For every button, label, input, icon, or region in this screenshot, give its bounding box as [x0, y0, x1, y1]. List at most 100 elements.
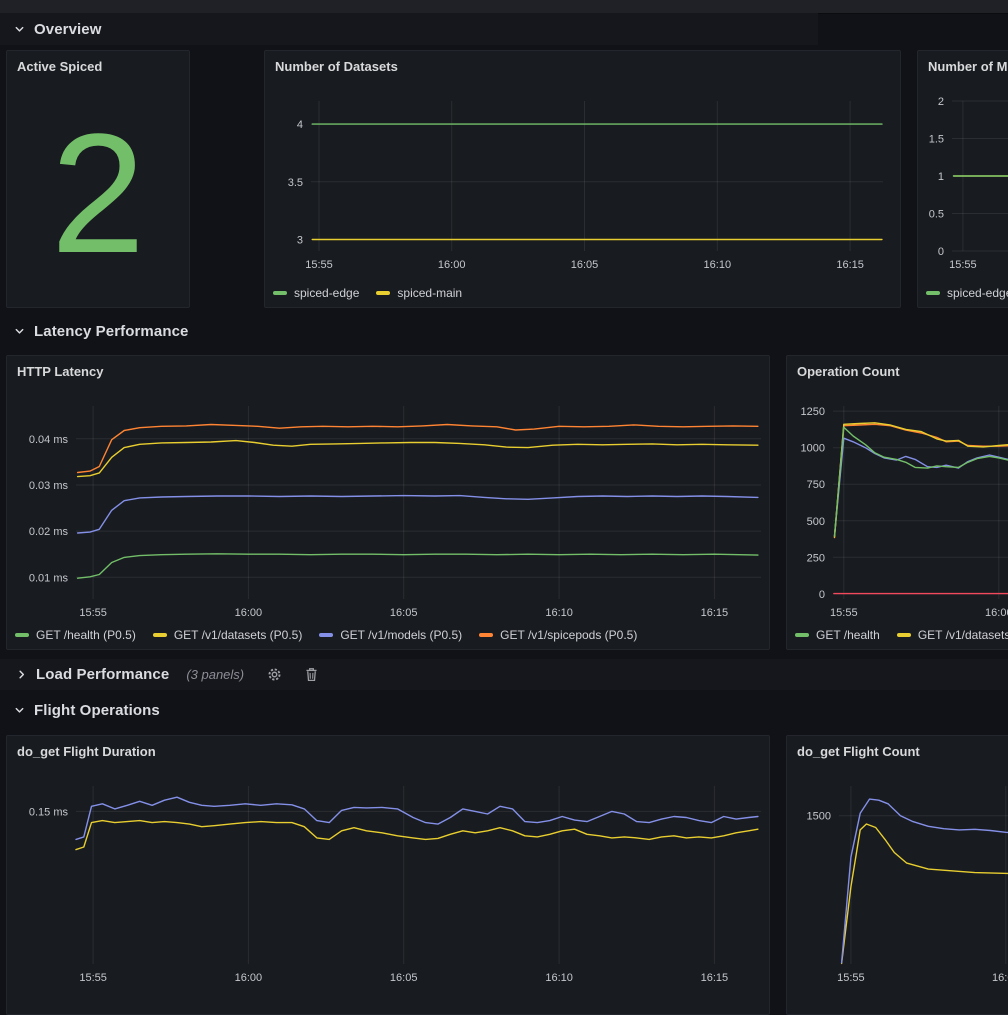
- legend-color-chip: [795, 633, 809, 637]
- svg-text:15:55: 15:55: [830, 607, 858, 619]
- http-latency-chart[interactable]: 15:5516:0016:0516:1016:150.04 ms0.03 ms0…: [7, 386, 769, 649]
- svg-text:16:15: 16:15: [836, 259, 864, 271]
- models-chart[interactable]: 15:5516:0016:0521.510.50spiced-edgespice…: [918, 81, 1008, 307]
- chevron-down-icon: [14, 326, 25, 337]
- svg-text:16:00: 16:00: [985, 607, 1008, 619]
- svg-text:1000: 1000: [801, 443, 825, 455]
- legend-color-chip: [479, 633, 493, 637]
- legend-color-chip: [273, 291, 287, 295]
- chart-legend: GET /healthGET /v1/datasetsGET /v1/model…: [795, 628, 1008, 642]
- svg-text:16:00: 16:00: [992, 972, 1008, 984]
- operation-count-chart[interactable]: 15:5516:0016:05125010007505002500GET /he…: [787, 386, 1008, 649]
- panel-title[interactable]: HTTP Latency: [7, 356, 769, 386]
- svg-text:0: 0: [938, 246, 944, 258]
- chart-legend: spiced-edge spiced-main: [273, 286, 462, 300]
- legend-item[interactable]: spiced-main: [376, 286, 462, 300]
- legend-label: spiced-main: [397, 286, 462, 300]
- section-row-load-performance[interactable]: Load Performance (3 panels): [16, 659, 318, 690]
- row-delete-button[interactable]: [305, 667, 318, 682]
- panel-operation-count: Operation Count 15:5516:0016:05125010007…: [786, 355, 1008, 650]
- chart-svg: 15:5516:0016:0516:1016:1543.53: [265, 81, 900, 307]
- section-panel-count: (3 panels): [186, 667, 244, 682]
- panel-title[interactable]: Number of Models: [918, 51, 1008, 81]
- svg-text:250: 250: [807, 552, 825, 564]
- flight-count-chart[interactable]: 15:5516:0016:051500: [787, 766, 1008, 1014]
- legend-label: GET /v1/models (P0.5): [340, 628, 462, 642]
- panel-http-latency: HTTP Latency 15:5516:0016:0516:1016:150.…: [6, 355, 770, 650]
- section-title-overview: Overview: [34, 21, 102, 38]
- panel-flight-duration: do_get Flight Duration 15:5516:0016:0516…: [6, 735, 770, 1015]
- section-title-latency: Latency Performance: [34, 323, 188, 340]
- section-title-load: Load Performance: [36, 666, 169, 683]
- chevron-down-icon: [14, 705, 25, 716]
- svg-text:0.15 ms: 0.15 ms: [29, 806, 69, 818]
- svg-text:2: 2: [938, 96, 944, 108]
- chart-legend: spiced-edgespiced-main: [926, 286, 1008, 300]
- svg-text:1500: 1500: [807, 811, 831, 823]
- legend-color-chip: [15, 633, 29, 637]
- legend-label: GET /v1/datasets: [918, 628, 1008, 642]
- panel-number-of-datasets: Number of Datasets 15:5516:0016:0516:101…: [264, 50, 901, 308]
- section-row-latency-performance[interactable]: Latency Performance: [14, 315, 188, 347]
- svg-text:0.02 ms: 0.02 ms: [29, 526, 69, 538]
- chart-legend: GET /health (P0.5) GET /v1/datasets (P0.5…: [15, 628, 637, 642]
- svg-text:1250: 1250: [801, 406, 825, 418]
- chart-svg: 15:5516:0016:0516:1016:150.04 ms0.03 ms0…: [7, 386, 769, 649]
- chart-svg: 15:5516:0016:05125010007505002500: [787, 386, 1008, 649]
- chart-svg: 15:5516:0016:051500: [787, 766, 1008, 1014]
- svg-text:16:00: 16:00: [438, 259, 466, 271]
- svg-text:4: 4: [297, 119, 303, 131]
- panel-title[interactable]: do_get Flight Duration: [7, 736, 769, 766]
- svg-text:16:15: 16:15: [701, 607, 729, 619]
- legend-item[interactable]: GET /health (P0.5): [15, 628, 136, 642]
- svg-text:0.01 ms: 0.01 ms: [29, 572, 69, 584]
- svg-text:16:05: 16:05: [390, 972, 418, 984]
- legend-item[interactable]: GET /v1/datasets (P0.5): [153, 628, 303, 642]
- stat-value-wrap: 2: [7, 81, 189, 307]
- flight-duration-chart[interactable]: 15:5516:0016:0516:1016:150.15 ms: [7, 766, 769, 1014]
- datasets-chart[interactable]: 15:5516:0016:0516:1016:1543.53spiced-edg…: [265, 81, 900, 307]
- svg-text:15:55: 15:55: [79, 972, 107, 984]
- svg-text:0.5: 0.5: [929, 209, 944, 221]
- overview-row-highlight: [0, 13, 818, 45]
- row-settings-button[interactable]: [267, 667, 282, 682]
- legend-label: GET /health (P0.5): [36, 628, 136, 642]
- legend-color-chip: [926, 291, 940, 295]
- gear-icon: [267, 667, 282, 682]
- svg-text:16:00: 16:00: [235, 607, 263, 619]
- legend-color-chip: [897, 633, 911, 637]
- panel-title[interactable]: Operation Count: [787, 356, 1008, 386]
- legend-item[interactable]: GET /v1/spicepods (P0.5): [479, 628, 637, 642]
- svg-text:750: 750: [807, 479, 825, 491]
- svg-text:15:55: 15:55: [837, 972, 865, 984]
- chart-svg: 15:5516:0016:0521.510.50: [918, 81, 1008, 307]
- legend-item[interactable]: spiced-edge: [926, 286, 1008, 300]
- section-row-overview[interactable]: Overview: [14, 13, 102, 45]
- svg-text:16:05: 16:05: [390, 607, 418, 619]
- svg-text:15:55: 15:55: [305, 259, 333, 271]
- legend-label: spiced-edge: [294, 286, 359, 300]
- legend-item[interactable]: GET /v1/datasets: [897, 628, 1008, 642]
- legend-item[interactable]: GET /health: [795, 628, 880, 642]
- svg-text:16:00: 16:00: [235, 972, 263, 984]
- legend-item[interactable]: GET /v1/models (P0.5): [319, 628, 462, 642]
- legend-label: spiced-edge: [947, 286, 1008, 300]
- svg-text:3: 3: [297, 235, 303, 247]
- legend-color-chip: [319, 633, 333, 637]
- panel-title[interactable]: Number of Datasets: [265, 51, 900, 81]
- panel-title[interactable]: Active Spiced: [7, 51, 189, 81]
- trash-icon: [305, 667, 318, 682]
- svg-text:0: 0: [819, 589, 825, 601]
- legend-color-chip: [153, 633, 167, 637]
- panel-active-spiced: Active Spiced 2: [6, 50, 190, 308]
- section-title-flight: Flight Operations: [34, 702, 160, 719]
- svg-text:3.5: 3.5: [288, 177, 303, 189]
- svg-text:16:10: 16:10: [704, 259, 732, 271]
- chevron-down-icon: [14, 24, 25, 35]
- legend-item[interactable]: spiced-edge: [273, 286, 359, 300]
- legend-label: GET /v1/datasets (P0.5): [174, 628, 303, 642]
- legend-color-chip: [376, 291, 390, 295]
- stat-value: 2: [51, 118, 146, 271]
- section-row-flight-operations[interactable]: Flight Operations: [14, 695, 160, 726]
- panel-title[interactable]: do_get Flight Count: [787, 736, 1008, 766]
